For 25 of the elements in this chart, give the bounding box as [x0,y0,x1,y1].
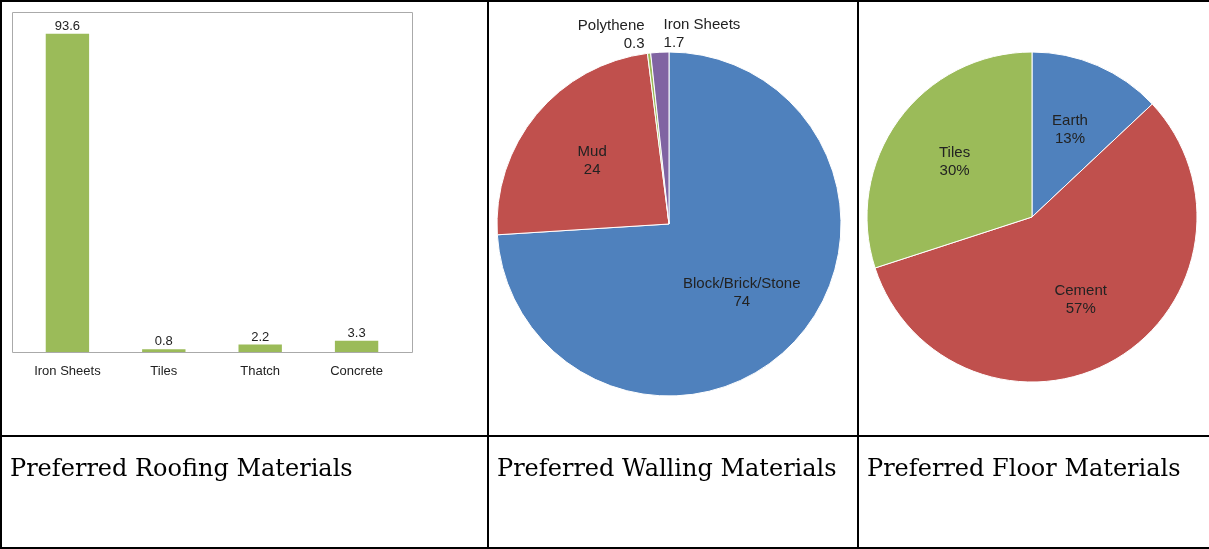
slice-label: Earth [1052,111,1088,129]
slice-label: Cement [1054,281,1108,299]
data-label: 24 [583,160,601,178]
slice-label: Iron Sheets [663,15,741,33]
data-label: 2.2 [251,328,270,344]
slice-label: Tiles [939,142,971,160]
data-label: 3.3 [347,324,366,340]
data-label: 93.6 [54,17,81,33]
text: Preferred Roofing Materials [2,435,487,547]
data-label: 0.3 [623,34,645,52]
data-label: 57% [1065,299,1096,317]
data-label: 74 [733,292,751,310]
data-label: 0.8 [154,333,173,349]
slice-label: Mud [577,142,607,160]
slice-label: Block/Brick/Stone [682,274,801,292]
text: Preferred Walling Materials [489,435,857,547]
data-label: 1.7 [663,33,685,51]
x-tick-label: Concrete [330,362,383,378]
x-tick-label: Thatch [240,362,281,378]
x-tick-label: Tiles [150,362,178,378]
x-tick-label: Iron Sheets [34,362,102,378]
data-label: 13% [1054,129,1086,147]
slice-label: Polythene [577,16,645,34]
text: Preferred Floor Materials [859,435,1209,547]
data-label: 30% [939,160,970,178]
